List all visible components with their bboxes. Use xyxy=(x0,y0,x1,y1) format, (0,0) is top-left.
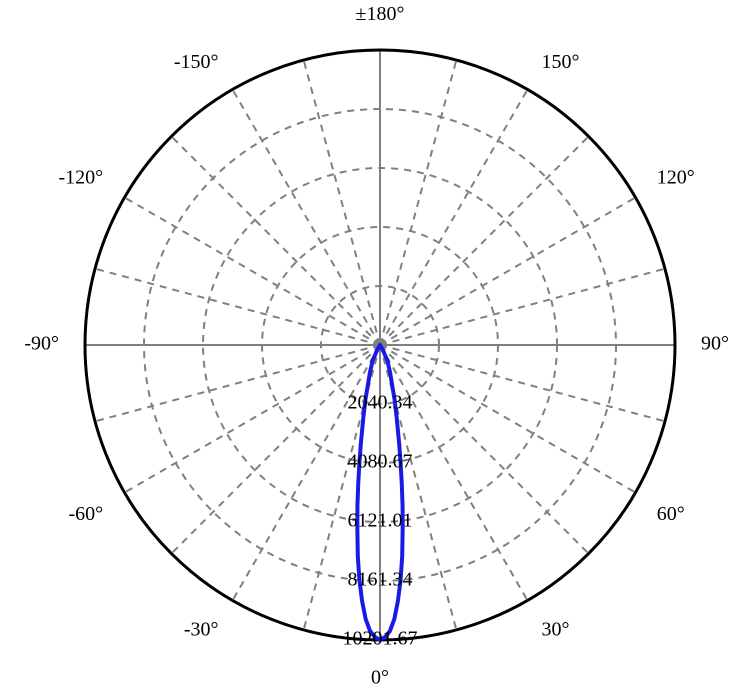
angle-label: -90° xyxy=(24,333,59,355)
angle-label: -60° xyxy=(69,503,104,525)
radial-tick-label: 6121.01 xyxy=(348,510,413,532)
angle-label: 30° xyxy=(542,618,570,640)
angle-label: 0° xyxy=(371,667,389,689)
radial-tick-label: 4080.67 xyxy=(348,451,413,473)
radial-tick-label: 10201.67 xyxy=(343,628,418,650)
angle-label: ±180° xyxy=(356,3,405,25)
radial-tick-label: 8161.34 xyxy=(348,569,413,591)
angle-label: 120° xyxy=(657,167,695,189)
radial-tick-label: 2040.34 xyxy=(348,392,413,414)
polar-chart: 0° 30° 60° 90° 120° 150° ±180° -150° -120° -90° -6… xyxy=(0,0,749,694)
angle-label: -150° xyxy=(174,51,219,73)
angle-label: 150° xyxy=(542,51,580,73)
angle-label: -120° xyxy=(59,167,104,189)
angle-label: -30° xyxy=(184,618,219,640)
angle-label: 60° xyxy=(657,503,685,525)
angle-label: 90° xyxy=(701,333,729,355)
